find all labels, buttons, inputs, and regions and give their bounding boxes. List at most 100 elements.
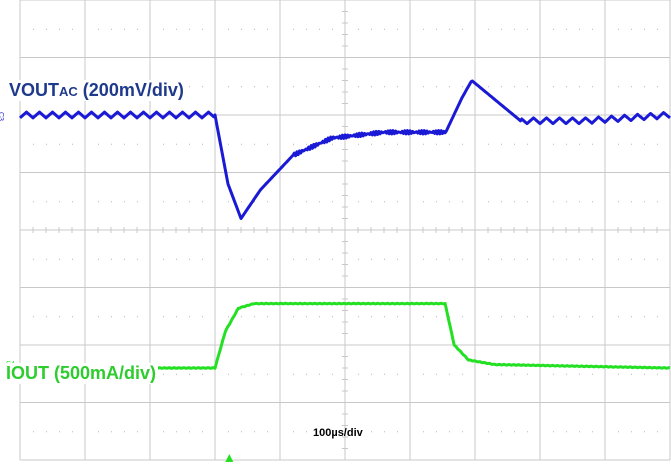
- grid-dot: [306, 431, 307, 433]
- grid-dot: [306, 316, 307, 318]
- grid-dot: [319, 316, 320, 318]
- grid-dot: [371, 373, 372, 375]
- grid-dot: [462, 431, 463, 433]
- grid-dot: [592, 143, 593, 145]
- grid-dot: [33, 258, 34, 260]
- grid-dot: [46, 431, 47, 433]
- grid-dot: [501, 316, 502, 318]
- grid-dot: [514, 373, 515, 375]
- grid-dot: [436, 316, 437, 318]
- grid-dot: [488, 258, 489, 260]
- grid-dot: [202, 258, 203, 260]
- grid-dot: [423, 373, 424, 375]
- grid-dot: [579, 258, 580, 260]
- grid-dot: [189, 373, 190, 375]
- grid-dot: [397, 431, 398, 433]
- grid-dot: [631, 373, 632, 375]
- grid-dot: [462, 143, 463, 145]
- grid-dot: [124, 258, 125, 260]
- grid-dot: [241, 316, 242, 318]
- grid-dot: [202, 316, 203, 318]
- grid-dot: [657, 28, 658, 30]
- grid-dot: [514, 258, 515, 260]
- grid-dot: [72, 316, 73, 318]
- grid-dot: [241, 28, 242, 30]
- grid-dot: [566, 143, 567, 145]
- grid-dot: [267, 431, 268, 433]
- grid-dot: [72, 143, 73, 145]
- grid-dot: [436, 201, 437, 203]
- grid-dot: [319, 86, 320, 88]
- vout-label-scale: (200mV/div): [77, 80, 184, 100]
- grid-dot: [631, 86, 632, 88]
- grid-dot: [98, 316, 99, 318]
- grid-dot: [514, 86, 515, 88]
- grid-dot: [176, 143, 177, 145]
- grid-dot: [163, 258, 164, 260]
- grid-dot: [163, 28, 164, 30]
- grid-dot: [189, 28, 190, 30]
- grid-dot: [657, 86, 658, 88]
- grid-dot: [176, 201, 177, 203]
- grid-dot: [59, 201, 60, 203]
- grid-dot: [657, 373, 658, 375]
- grid-dot: [488, 28, 489, 30]
- grid-dot: [137, 258, 138, 260]
- grid-dot: [592, 373, 593, 375]
- grid-dot: [527, 201, 528, 203]
- grid-dot: [319, 28, 320, 30]
- trigger-arrow-icon: [225, 454, 234, 462]
- grid-dot: [449, 86, 450, 88]
- grid-dot: [397, 143, 398, 145]
- grid-dot: [202, 86, 203, 88]
- grid-dot: [462, 316, 463, 318]
- grid-dot: [137, 143, 138, 145]
- grid-dot: [254, 28, 255, 30]
- grid-dot: [371, 201, 372, 203]
- grid-dot: [176, 316, 177, 318]
- grid-dot: [423, 316, 424, 318]
- grid-dot: [397, 28, 398, 30]
- grid-dot: [163, 373, 164, 375]
- grid-dot: [384, 431, 385, 433]
- grid-dot: [254, 316, 255, 318]
- grid-dot: [59, 431, 60, 433]
- grid-dot: [176, 373, 177, 375]
- grid-dot: [423, 143, 424, 145]
- grid-dot: [423, 28, 424, 30]
- grid-dot: [33, 143, 34, 145]
- grid-dot: [501, 373, 502, 375]
- grid-dot: [657, 316, 658, 318]
- grid-dot: [202, 431, 203, 433]
- grid-dot: [553, 86, 554, 88]
- grid-dot: [124, 201, 125, 203]
- grid-dot: [488, 431, 489, 433]
- grid-dot: [306, 86, 307, 88]
- grid-dot: [553, 201, 554, 203]
- grid-dot: [59, 316, 60, 318]
- grid-dot: [644, 86, 645, 88]
- grid-dot: [72, 201, 73, 203]
- grid-dot: [592, 258, 593, 260]
- grid-dot: [579, 28, 580, 30]
- grid-dot: [644, 143, 645, 145]
- grid-dot: [98, 258, 99, 260]
- grid-dot: [514, 316, 515, 318]
- grid-dot: [358, 258, 359, 260]
- grid-dot: [449, 258, 450, 260]
- grid-dot: [423, 431, 424, 433]
- grid-dot: [293, 316, 294, 318]
- grid-dot: [241, 201, 242, 203]
- iout-trace-label: IOUT (500mA/div): [4, 363, 159, 384]
- grid-dot: [488, 316, 489, 318]
- grid-dot: [501, 258, 502, 260]
- vout-label-subscript: AC: [59, 84, 78, 99]
- grid-dot: [501, 431, 502, 433]
- grid-dot: [397, 316, 398, 318]
- grid-dot: [72, 28, 73, 30]
- grid-dot: [254, 201, 255, 203]
- grid-dot: [397, 258, 398, 260]
- grid-dot: [332, 316, 333, 318]
- grid-dot: [384, 373, 385, 375]
- grid-dot: [267, 373, 268, 375]
